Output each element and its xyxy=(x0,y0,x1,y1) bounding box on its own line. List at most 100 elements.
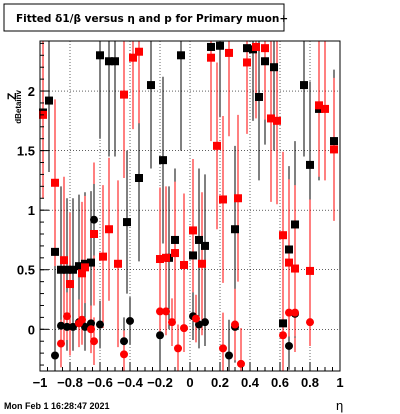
y-tick-label: 1 xyxy=(28,203,35,218)
data-point-square xyxy=(66,280,74,289)
data-point-square xyxy=(261,57,269,66)
data-point-square xyxy=(60,256,68,265)
data-point-circle xyxy=(168,318,176,327)
data-point-square xyxy=(90,229,98,238)
data-point-square xyxy=(273,116,281,125)
data-point-square xyxy=(291,220,299,229)
data-point-circle xyxy=(279,331,287,340)
data-point-square xyxy=(207,42,215,51)
data-point-square xyxy=(216,41,224,50)
data-point-circle xyxy=(81,322,89,331)
y-tick-label: 0 xyxy=(28,322,35,337)
data-point-square xyxy=(315,101,323,110)
data-point-square xyxy=(114,259,122,268)
data-point-circle xyxy=(63,322,71,331)
data-point-square xyxy=(171,249,179,258)
data-point-square xyxy=(252,42,260,51)
data-point-circle xyxy=(126,316,134,325)
x-axis-label: η xyxy=(336,398,343,413)
data-point-square xyxy=(285,245,293,254)
data-point-circle xyxy=(195,320,203,329)
data-point-circle xyxy=(306,318,314,327)
data-point-circle xyxy=(156,307,164,316)
y-tick-label: 0.5 xyxy=(17,263,35,278)
data-point-square xyxy=(306,160,314,169)
data-point-square xyxy=(111,57,119,66)
y-tick-label: 2 xyxy=(28,84,35,99)
x-tick-label: −0.6 xyxy=(87,375,113,390)
data-point-circle xyxy=(225,351,233,360)
data-point-square xyxy=(156,255,164,264)
data-point-square xyxy=(171,235,179,244)
data-point-square xyxy=(51,247,59,256)
data-point-square xyxy=(81,263,89,272)
data-point-circle xyxy=(57,321,65,330)
data-point-circle xyxy=(174,344,182,353)
data-point-square xyxy=(75,262,83,271)
x-tick-label: 0.6 xyxy=(271,375,289,390)
data-point-square xyxy=(105,225,113,234)
data-point-square xyxy=(207,53,215,62)
data-point-circle xyxy=(231,320,239,329)
data-point-circle xyxy=(90,215,98,224)
data-point-circle xyxy=(201,318,209,327)
data-point-circle xyxy=(162,307,170,316)
data-point-circle xyxy=(291,308,299,317)
data-point-square xyxy=(198,259,206,268)
data-point-circle xyxy=(90,337,98,346)
y-tick-label: 1.5 xyxy=(17,144,35,159)
y-axis-label: Z xyxy=(5,93,19,100)
data-point-square xyxy=(279,319,287,328)
data-point-square xyxy=(234,194,242,203)
data-point-circle xyxy=(237,359,245,368)
x-tick-label: 1 xyxy=(336,375,343,390)
data-point-square xyxy=(123,218,131,227)
data-point-circle xyxy=(180,324,188,333)
data-point-circle xyxy=(63,312,71,321)
data-point-circle xyxy=(69,322,77,331)
data-point-square xyxy=(261,44,269,53)
data-point-square xyxy=(135,47,143,56)
data-point-circle xyxy=(51,351,59,360)
data-point-square xyxy=(69,265,77,274)
data-point-circle xyxy=(57,339,65,348)
data-point-square xyxy=(96,51,104,60)
data-point-square xyxy=(306,266,314,275)
x-tick-label: −1 xyxy=(33,375,48,390)
chart-title: Fitted δ1/β versus η and p for Primary m… xyxy=(16,13,288,25)
timestamp-label: Mon Feb 1 16:28:47 2021 xyxy=(4,401,110,411)
data-point-square xyxy=(189,251,197,260)
data-point-square xyxy=(87,258,95,267)
data-point-square xyxy=(219,195,227,204)
data-point-square xyxy=(99,252,107,261)
data-point-circle xyxy=(219,344,227,353)
data-point-circle xyxy=(87,325,95,334)
data-point-square xyxy=(51,178,59,187)
data-point-circle xyxy=(192,314,200,323)
data-point-square xyxy=(63,265,71,274)
data-point-square xyxy=(57,265,65,274)
data-point-circle xyxy=(78,315,86,324)
data-point-circle xyxy=(120,350,128,359)
x-tick-label: 0.2 xyxy=(211,375,229,390)
chart-title-box xyxy=(3,3,285,32)
data-point-circle xyxy=(87,319,95,328)
data-point-square xyxy=(180,260,188,269)
data-point-square xyxy=(330,145,338,154)
data-point-square xyxy=(201,241,209,250)
data-point-square xyxy=(105,57,113,66)
data-point-square xyxy=(243,44,251,53)
y-axis-label-subscript: dBetainv xyxy=(14,89,23,123)
x-tick-label: 0.4 xyxy=(241,375,260,390)
data-point-square xyxy=(270,63,278,72)
data-point-square xyxy=(45,96,53,105)
data-point-circle xyxy=(120,337,128,346)
data-point-square xyxy=(300,81,308,90)
data-point-square xyxy=(120,90,128,99)
data-point-square xyxy=(321,104,329,113)
data-markers xyxy=(39,41,338,368)
data-point-circle xyxy=(285,308,293,317)
data-point-square xyxy=(162,253,170,262)
data-point-square xyxy=(330,137,338,146)
